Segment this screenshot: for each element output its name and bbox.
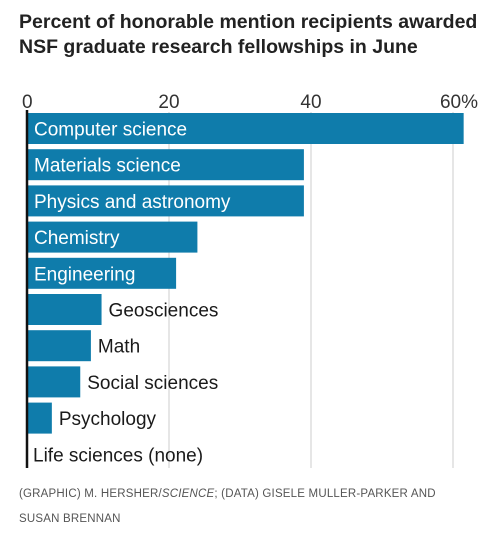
- bar: [27, 149, 304, 181]
- x-tick-label: 40: [300, 92, 321, 113]
- bar-label: Chemistry: [34, 228, 120, 249]
- bar-label: Math: [98, 337, 140, 358]
- credit-graphic: (GRAPHIC) M. HERSHER/: [19, 488, 162, 500]
- bar: [27, 294, 102, 325]
- bar-label: Social sciences: [87, 373, 218, 394]
- bar-label: Engineering: [34, 264, 135, 285]
- x-tick-label: 20: [158, 92, 179, 113]
- bar: [27, 330, 91, 362]
- bar-label: Psychology: [59, 409, 157, 430]
- bar: [27, 113, 464, 144]
- bar: [27, 221, 198, 253]
- source-credit: (GRAPHIC) M. HERSHER/SCIENCE; (DATA) GIS…: [19, 482, 489, 532]
- bars: Computer science Materials science Physics…: [27, 113, 464, 466]
- x-tick-label: 0: [22, 92, 33, 113]
- credit-publication: SCIENCE: [161, 488, 215, 500]
- bar: [27, 185, 304, 217]
- title-line-2: NSF graduate research fellowships in Jun…: [19, 36, 418, 58]
- title-line-1: Percent of honorable mention recipients …: [19, 11, 478, 33]
- bar-label: Physics and astronomy: [34, 192, 231, 213]
- bar: [27, 257, 177, 289]
- chart-title: Percent of honorable mention recipients …: [19, 10, 489, 60]
- bar-label: Computer science: [34, 120, 187, 141]
- x-axis-ticks: 0 20 40 60%: [22, 92, 478, 113]
- bar-label: Materials science: [34, 156, 181, 177]
- bar-chart: 0 20 40 60% Computer science Materials scien…: [22, 92, 478, 468]
- bar: [27, 402, 52, 434]
- credit-data-1: ; (DATA) GISELE MULLER-PARKER AND: [214, 488, 436, 500]
- x-tick-label: 60%: [440, 92, 478, 113]
- bar: [27, 366, 81, 398]
- bar-label: Life sciences (none): [33, 445, 203, 466]
- bar-label: Geosciences: [109, 301, 219, 322]
- credit-data-2: SUSAN BRENNAN: [19, 513, 121, 525]
